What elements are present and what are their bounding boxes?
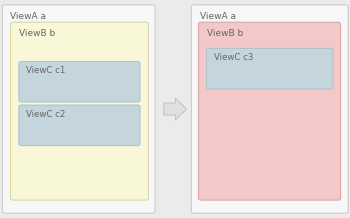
- Text: ViewC c1: ViewC c1: [26, 66, 66, 75]
- FancyBboxPatch shape: [2, 5, 155, 213]
- FancyBboxPatch shape: [206, 48, 333, 89]
- FancyBboxPatch shape: [191, 5, 348, 213]
- Text: ViewA a: ViewA a: [200, 12, 236, 21]
- FancyArrow shape: [164, 98, 187, 120]
- Text: ViewC c3: ViewC c3: [214, 53, 253, 62]
- Text: ViewB b: ViewB b: [207, 29, 244, 38]
- FancyBboxPatch shape: [198, 22, 341, 200]
- FancyBboxPatch shape: [19, 105, 140, 146]
- FancyBboxPatch shape: [10, 22, 148, 200]
- FancyBboxPatch shape: [19, 61, 140, 102]
- Text: ViewC c2: ViewC c2: [26, 110, 66, 119]
- Text: ViewA a: ViewA a: [10, 12, 47, 21]
- Text: ViewB b: ViewB b: [19, 29, 56, 38]
